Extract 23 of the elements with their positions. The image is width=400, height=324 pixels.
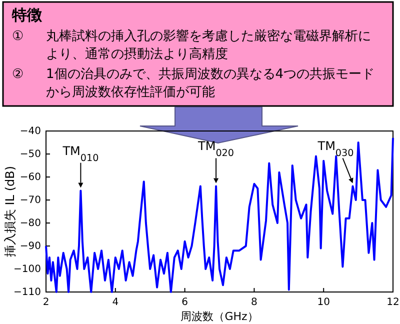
annotation: TM$_{030}$ [316, 139, 354, 159]
annotation: TM$_{020}$ [197, 139, 234, 159]
x-axis-title: 周波数（GHz） [180, 310, 258, 323]
y-axis-title: 挿入損失 IL (dB) [3, 166, 17, 258]
y-tick-label: −40 [20, 126, 41, 138]
annotation: TM$_{010}$ [62, 144, 99, 164]
x-tick-label: 2 [42, 297, 50, 308]
y-tick-label: −50 [20, 149, 41, 160]
x-tick-label: 12 [386, 297, 400, 308]
y-tick-label: −80 [20, 218, 41, 230]
chart-title: 特徴 [11, 6, 43, 24]
y-tick-label: −110 [14, 287, 41, 298]
x-tick-label: 6 [182, 297, 188, 308]
y-tick-label: −100 [14, 264, 41, 276]
text: ② 1個の治具のみで、共振周波数の異なる4つの共振モードから周波数依存性評価が可能 [12, 67, 375, 100]
y-tick-label: −70 [20, 195, 41, 206]
x-tick-label: 8 [251, 297, 258, 308]
y-tick-label: −90 [20, 241, 41, 252]
text: ① 丸棒試料の挿入孔の影響を考慮した厳密な電磁界解析により、通常の摂動法より高精度 [12, 29, 371, 62]
x-tick-label: 10 [317, 297, 330, 308]
y-tick-label: −60 [20, 172, 41, 184]
line-series [45, 136, 394, 293]
x-tick-label: 4 [112, 297, 119, 308]
